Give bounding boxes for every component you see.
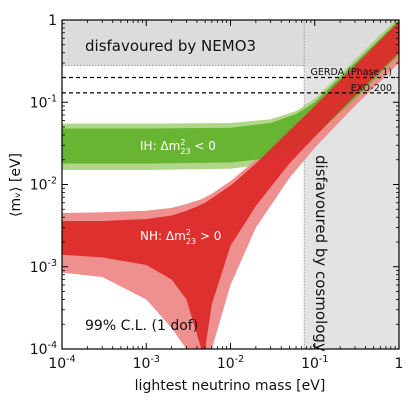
y-tick-label: 10-2 [30,176,57,194]
y-axis-label: ⟨mᵥ⟩ [eV] [8,153,24,217]
y-tick-label: 10-3 [30,258,57,276]
y-tick-label: 10-4 [30,340,57,358]
gerda-label: GERDA (Phase 1) [311,67,392,78]
confidence-level-label: 99% C.L. (1 dof) [85,318,198,334]
nemo3-label: disfavoured by NEMO3 [85,37,256,55]
y-tick-label: 10-1 [30,93,57,111]
y-tick-label: 1 [48,13,57,29]
x-axis-label: lightest neutrino mass [eV] [135,378,326,394]
nh-label: NH: Δm2 23 > 0 [140,228,221,246]
x-tick-label: 10-3 [133,354,160,372]
x-tick-label: 10-4 [48,354,75,372]
ih-label: IH: Δm2 23 < 0 [140,138,216,156]
x-tick-label: 10-1 [301,354,328,372]
band-nh-outer [62,20,399,349]
exo-label: EXO-200 [351,83,392,94]
x-tick-label: 1 [395,356,404,372]
x-tick-label: 10-2 [217,354,244,372]
cosmology-label: disfavoured by cosmology [312,155,330,352]
